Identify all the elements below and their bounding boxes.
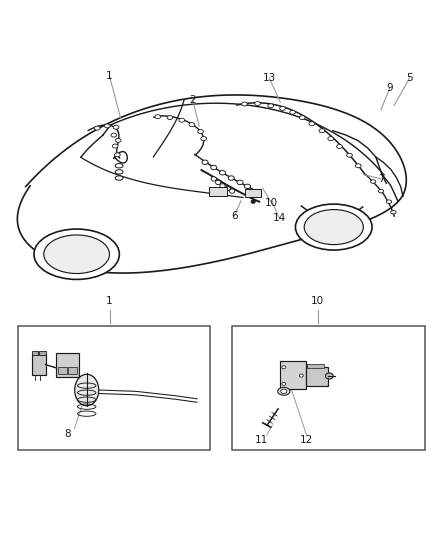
Ellipse shape xyxy=(116,139,121,142)
Ellipse shape xyxy=(299,374,303,377)
Ellipse shape xyxy=(44,235,110,273)
Ellipse shape xyxy=(198,130,203,134)
Bar xyxy=(58,367,67,374)
Bar xyxy=(245,189,261,197)
Ellipse shape xyxy=(278,387,290,395)
Ellipse shape xyxy=(304,209,364,245)
Ellipse shape xyxy=(281,389,287,393)
Text: 1: 1 xyxy=(106,71,113,81)
Ellipse shape xyxy=(211,177,216,181)
Ellipse shape xyxy=(215,180,221,184)
Ellipse shape xyxy=(251,200,255,204)
Bar xyxy=(56,353,79,377)
Ellipse shape xyxy=(115,176,123,180)
Ellipse shape xyxy=(268,104,273,108)
Ellipse shape xyxy=(282,366,286,369)
Ellipse shape xyxy=(228,176,234,180)
Text: 14: 14 xyxy=(273,213,286,223)
Text: 11: 11 xyxy=(255,434,268,445)
Ellipse shape xyxy=(356,164,361,168)
Text: 5: 5 xyxy=(406,73,413,83)
Ellipse shape xyxy=(242,102,247,106)
Ellipse shape xyxy=(391,211,396,214)
Ellipse shape xyxy=(296,204,372,250)
Ellipse shape xyxy=(328,136,334,141)
Ellipse shape xyxy=(155,115,161,119)
Ellipse shape xyxy=(189,123,195,126)
Ellipse shape xyxy=(202,160,208,165)
Ellipse shape xyxy=(309,122,314,126)
Ellipse shape xyxy=(371,180,376,183)
Bar xyxy=(32,351,38,355)
Ellipse shape xyxy=(254,102,260,106)
Bar xyxy=(32,354,46,375)
Bar xyxy=(39,351,46,355)
Ellipse shape xyxy=(325,373,333,379)
Text: 7: 7 xyxy=(378,174,385,184)
Ellipse shape xyxy=(113,125,119,129)
Ellipse shape xyxy=(244,184,251,189)
Text: 1: 1 xyxy=(106,296,113,306)
Ellipse shape xyxy=(115,153,120,157)
Ellipse shape xyxy=(378,189,384,193)
Ellipse shape xyxy=(336,144,343,149)
Bar xyxy=(209,187,227,197)
Ellipse shape xyxy=(347,154,352,157)
Ellipse shape xyxy=(201,136,207,141)
Ellipse shape xyxy=(105,124,110,128)
Text: 13: 13 xyxy=(263,73,276,83)
Ellipse shape xyxy=(115,169,123,174)
Ellipse shape xyxy=(219,171,226,175)
Ellipse shape xyxy=(290,110,295,114)
Ellipse shape xyxy=(279,107,285,110)
Ellipse shape xyxy=(230,189,235,193)
Text: 2: 2 xyxy=(189,95,196,105)
Ellipse shape xyxy=(220,184,225,188)
Bar xyxy=(68,367,77,374)
Text: 10: 10 xyxy=(311,296,324,306)
Ellipse shape xyxy=(111,133,117,137)
Ellipse shape xyxy=(167,116,173,119)
Text: 9: 9 xyxy=(386,83,393,93)
Ellipse shape xyxy=(386,200,392,204)
Bar xyxy=(18,326,210,450)
Ellipse shape xyxy=(282,382,286,385)
Ellipse shape xyxy=(115,164,123,168)
Ellipse shape xyxy=(179,118,184,122)
Ellipse shape xyxy=(237,180,243,184)
Ellipse shape xyxy=(299,116,305,119)
Bar xyxy=(307,364,324,368)
Ellipse shape xyxy=(34,229,119,279)
Bar xyxy=(280,361,306,389)
Ellipse shape xyxy=(112,144,118,148)
Ellipse shape xyxy=(225,187,230,191)
Text: 10: 10 xyxy=(265,198,278,208)
Ellipse shape xyxy=(74,374,99,406)
Bar xyxy=(232,326,425,450)
Text: 12: 12 xyxy=(300,434,313,445)
Text: 6: 6 xyxy=(231,211,238,221)
Ellipse shape xyxy=(319,129,325,133)
Ellipse shape xyxy=(211,165,217,169)
Bar xyxy=(306,367,328,386)
Ellipse shape xyxy=(95,126,100,130)
Text: 8: 8 xyxy=(64,429,71,439)
